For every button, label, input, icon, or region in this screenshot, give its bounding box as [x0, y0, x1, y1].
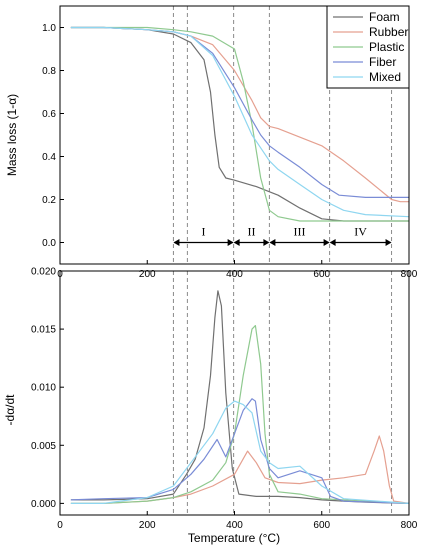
dtg-x-tick-label-3: 600 [313, 520, 330, 531]
dtg-series-fiber [70, 398, 410, 504]
legend-label-mixed: Mixed [369, 70, 401, 84]
mass-loss-x-tick-label-3: 600 [313, 269, 330, 280]
dtg-y-tick-label-3: 0.015 [31, 325, 56, 336]
stage-arrowhead-left-2 [269, 239, 276, 246]
stage-arrowhead-right-3 [385, 239, 392, 246]
x-axis-label: Temperature (°C) [188, 531, 280, 545]
mass-loss-y-tick-label-2: 0.4 [42, 152, 56, 163]
mass-loss-series-foam [70, 26, 409, 222]
stage-label-2: III [294, 225, 306, 239]
mass-loss-y-tick-label-5: 1.0 [42, 23, 56, 34]
mass-loss-series [70, 26, 410, 222]
stage-arrowhead-left-0 [173, 239, 180, 246]
mass-loss-x-tick-label-2: 400 [226, 269, 243, 280]
legend-label-plastic: Plastic [369, 40, 404, 54]
stage-arrowhead-right-1 [263, 239, 270, 246]
dtg-axis-ticks: 0 200 400 600 800 0.000 0.005 0.010 0.015 0.020 [31, 267, 418, 532]
stage-arrowhead-right-0 [227, 239, 234, 246]
stage-label-1: II [248, 225, 256, 239]
dtg-x-tick-label-0: 0 [57, 520, 63, 531]
mass-loss-y-tick-label-3: 0.6 [42, 109, 56, 120]
dtg-series [70, 290, 410, 504]
dtg-x-tick-label-1: 200 [139, 520, 156, 531]
dtg-y-axis-label: -dα/dt [3, 394, 17, 426]
dtg-series-rubber [70, 435, 410, 504]
mass-loss-series-plastic [70, 26, 409, 222]
dtg-series-mixed [70, 400, 410, 504]
dtg-y-tick-label-0: 0.000 [31, 499, 56, 510]
dtg-y-tick-label-1: 0.005 [31, 441, 56, 452]
stage-arrowhead-left-1 [233, 239, 240, 246]
mass-loss-y-tick-label-1: 0.2 [42, 195, 56, 206]
mass-loss-series-mixed [70, 26, 410, 218]
legend-label-fiber: Fiber [369, 55, 396, 69]
dtg-y-tick-label-4: 0.020 [31, 267, 56, 278]
dtg-x-tick-label-4: 800 [401, 520, 418, 531]
dtg-series-plastic [70, 325, 410, 504]
stage-arrowhead-right-2 [323, 239, 330, 246]
dtg-x-tick-label-2: 400 [226, 520, 243, 531]
mass-loss-x-tick-label-1: 200 [139, 269, 156, 280]
stage-arrows: I II III IV [173, 225, 392, 246]
dtg-panel: 0 200 400 600 800 0.000 0.005 0.010 0.015 0.020 -… [3, 267, 418, 546]
legend: Foam Rubber Plastic Fiber Mixed [326, 5, 410, 89]
stage-label-3: IV [354, 225, 367, 239]
stage-arrowhead-left-3 [329, 239, 336, 246]
dtg-y-tick-label-2: 0.010 [31, 383, 56, 394]
mass-loss-y-tick-label-4: 0.8 [42, 66, 56, 77]
stage-label-0: I [202, 225, 206, 239]
mass-loss-y-tick-label-0: 0.0 [42, 238, 56, 249]
legend-label-rubber: Rubber [369, 25, 408, 39]
mass-loss-y-axis-label: Mass loss (1-α) [5, 94, 19, 176]
dtg-series-foam [70, 290, 410, 504]
legend-label-foam: Foam [369, 10, 400, 24]
